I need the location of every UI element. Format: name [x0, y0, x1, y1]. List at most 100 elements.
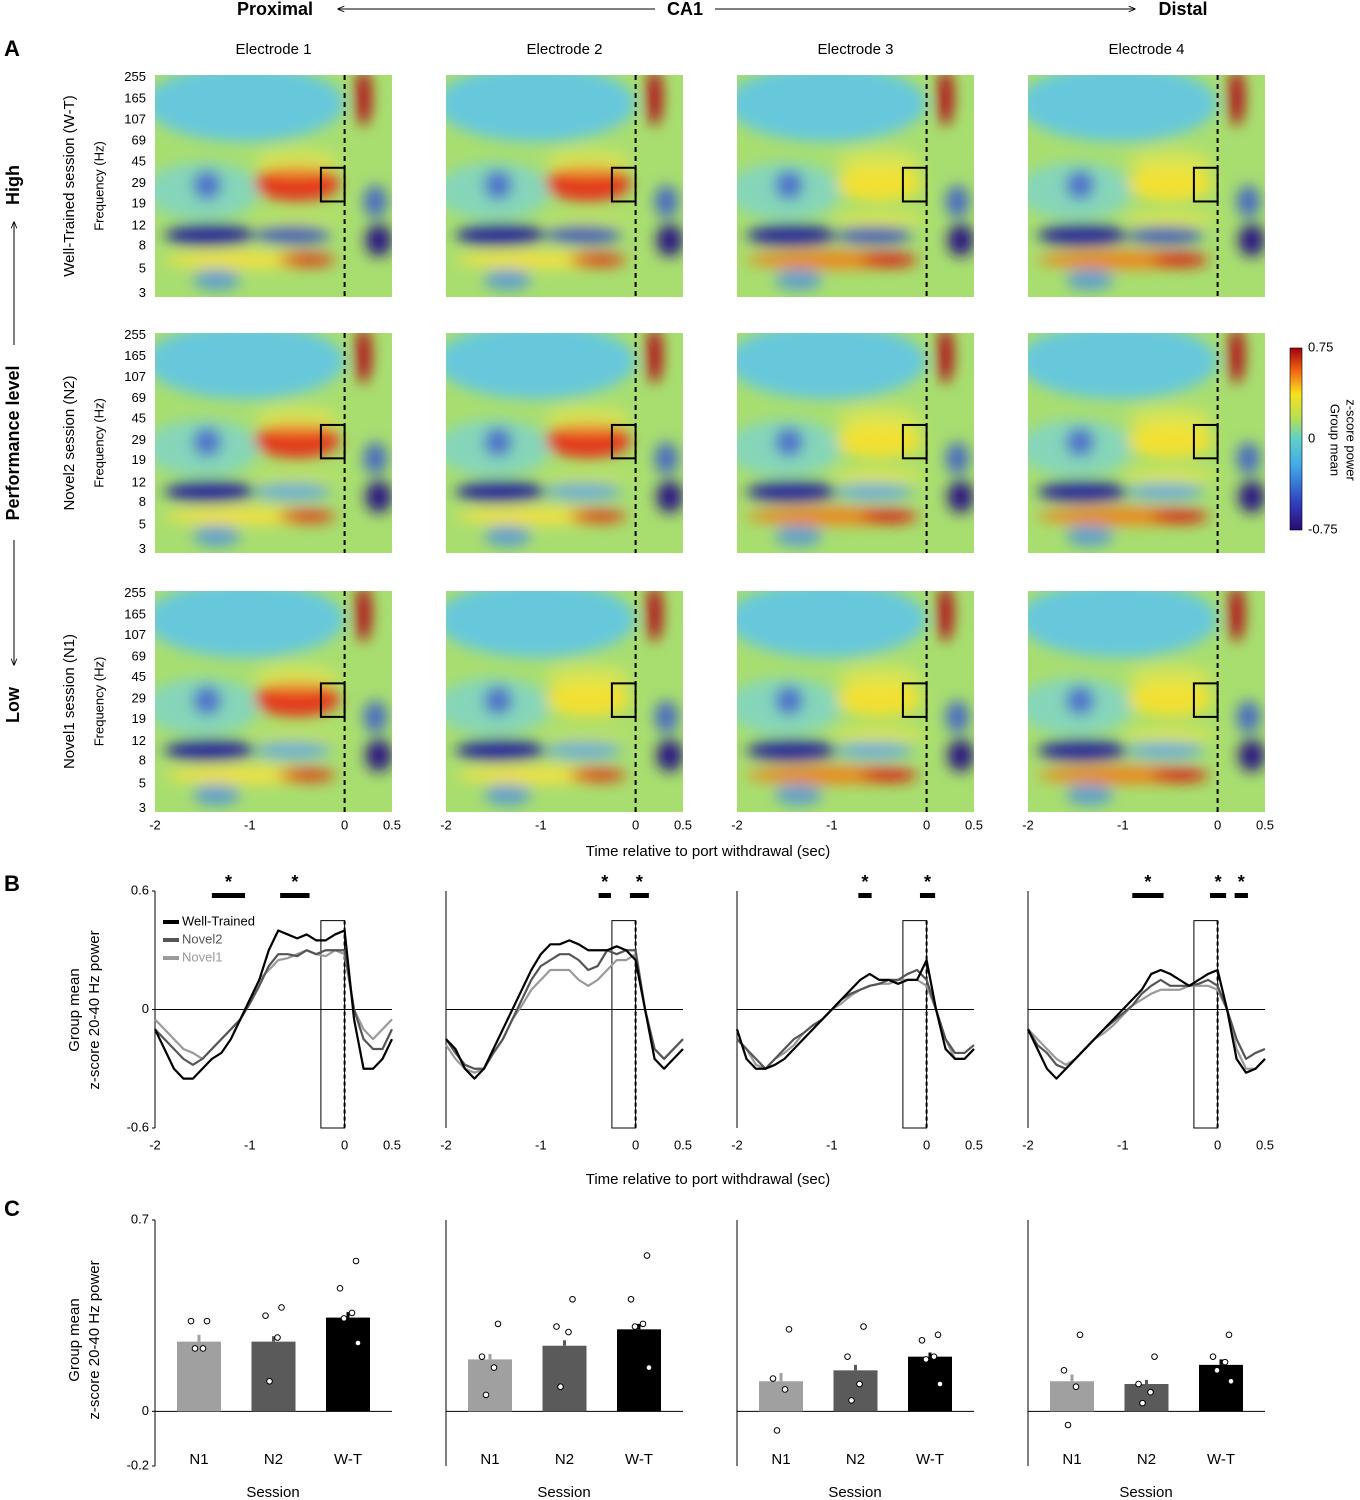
spectrogram-blob	[656, 480, 683, 513]
bar	[908, 1356, 952, 1412]
significance-star: *	[601, 872, 608, 892]
spectrogram-blob	[1127, 482, 1204, 501]
spectrogram-blob	[646, 333, 663, 384]
performance-label: Performance level	[3, 365, 23, 520]
y-axis-label: Frequency (Hz)	[91, 398, 106, 488]
y-tick-label: 19	[132, 711, 146, 726]
data-point	[631, 1323, 639, 1330]
spectrogram-blob	[540, 470, 636, 481]
x-tick-label: -2	[1022, 817, 1034, 832]
data-point	[1064, 1421, 1072, 1429]
data-point	[643, 1252, 651, 1259]
spectrogram-blob	[774, 783, 823, 806]
bar	[1199, 1364, 1243, 1412]
x-tick-label: -1	[244, 817, 256, 832]
spectrogram-blob	[737, 75, 927, 142]
spectrogram-blob	[254, 664, 340, 691]
data-point	[203, 1317, 211, 1325]
spectrogram-blob	[1127, 680, 1213, 717]
x-axis-label: Time relative to port withdrawal (sec)	[586, 1171, 831, 1188]
series-line	[736, 978, 975, 1070]
spectrogram-blob	[945, 185, 970, 218]
spectrogram-blob	[446, 75, 636, 142]
bar	[617, 1329, 661, 1412]
spectrogram-blob	[483, 525, 532, 547]
spectrogram	[737, 75, 974, 297]
spectrogram	[737, 333, 974, 553]
spectrogram	[446, 591, 683, 812]
x-axis-label: Session	[1119, 1484, 1172, 1500]
spectrogram-blob	[836, 406, 922, 432]
data-point	[922, 1356, 930, 1363]
series-line	[445, 939, 684, 1080]
data-point	[627, 1295, 635, 1303]
y-tick-label: 5	[139, 517, 146, 532]
data-point	[266, 1377, 273, 1385]
data-point	[1076, 1331, 1084, 1339]
spectrogram-blob	[947, 223, 974, 257]
spectrogram-blob	[937, 333, 954, 384]
data-point	[336, 1285, 344, 1292]
y-tick-label: 45	[132, 669, 146, 684]
spectrogram-blob	[836, 680, 922, 717]
spectrogram-blob	[483, 783, 532, 806]
spectrogram	[155, 75, 392, 297]
spectrogram-blob	[836, 165, 922, 202]
data-point	[569, 1295, 576, 1303]
x-tick-label: W-T	[334, 1451, 362, 1468]
data-point	[274, 1334, 281, 1341]
spectrogram-blob	[155, 75, 345, 142]
x-tick-label: W-T	[916, 1451, 944, 1468]
data-point	[278, 1304, 285, 1311]
spectrogram-blob	[249, 470, 345, 481]
spectrogram	[1028, 75, 1265, 297]
column-title: Electrode 1	[236, 41, 312, 58]
x-axis-label: Session	[537, 1484, 590, 1500]
y-tick-label: 0.6	[131, 882, 149, 897]
data-point	[645, 1364, 653, 1371]
spectrogram-blob	[355, 75, 372, 127]
bar	[833, 1370, 878, 1412]
spectrogram-blob	[545, 482, 622, 501]
series-line	[154, 949, 393, 1066]
x-tick-label: -1	[1117, 817, 1129, 832]
spectrogram-blobs	[737, 591, 974, 806]
spectrogram-blob	[545, 422, 631, 459]
spectrogram-blob	[249, 728, 345, 740]
y-axis-label: z-score 20-40 Hz power	[86, 1260, 103, 1419]
spectrogram-blob	[836, 226, 913, 245]
spectrogram-blob	[1127, 664, 1213, 691]
data-point	[565, 1328, 572, 1336]
spectrogram-blob	[363, 442, 388, 475]
colorbar	[1289, 347, 1303, 531]
spectrogram-blob	[937, 591, 954, 642]
performance-low: Low	[3, 686, 23, 723]
data-point	[860, 1323, 867, 1330]
y-tick-label: 69	[132, 648, 146, 663]
x-axis-label: Session	[246, 1484, 299, 1500]
x-tick-label: 0.5	[383, 1137, 401, 1152]
spectrogram-blob	[254, 165, 340, 202]
y-tick-label: 3	[139, 285, 146, 300]
y-tick-label: 5	[139, 260, 146, 275]
spectrogram-blob	[737, 591, 927, 658]
x-tick-label: -2	[149, 817, 161, 832]
spectrogram-blob	[483, 686, 513, 716]
x-tick-label: 0	[923, 817, 930, 832]
y-axis-label: Group mean	[66, 968, 83, 1051]
spectrogram-blob	[365, 480, 392, 513]
x-tick-label: -1	[535, 1137, 547, 1152]
spectrogram-blob	[1238, 480, 1265, 513]
spectrogram-blob	[164, 224, 255, 246]
significance-bar	[598, 893, 611, 898]
colorbar-label: z-score power	[1344, 399, 1359, 481]
spectrogram-blob	[836, 422, 922, 459]
y-axis-label: Group mean	[66, 1298, 83, 1381]
spectrogram-blob	[155, 591, 345, 658]
spectrogram-blob	[540, 728, 636, 740]
y-tick-label: 0	[142, 1403, 149, 1418]
spectrogram-blob	[654, 185, 679, 218]
spectrogram-blob	[774, 427, 804, 457]
x-tick-label: N1	[189, 1451, 208, 1468]
analysis-window	[901, 682, 928, 718]
